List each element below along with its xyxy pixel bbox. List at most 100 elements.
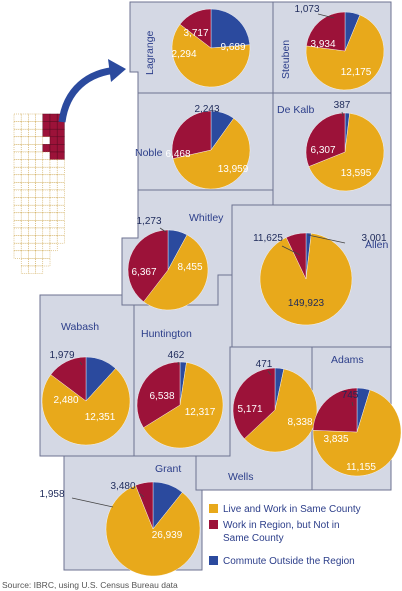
county-name-steuben: Steuben	[280, 40, 292, 79]
pie-huntington: 12,317 6,538 462	[136, 350, 224, 449]
pie-lagrange: 9,689 2,294 3,717	[171, 8, 251, 88]
value-label-same-county: 13,595	[341, 168, 372, 179]
inset-county	[13, 250, 22, 259]
value-label-same-county: 9,689	[220, 42, 245, 53]
pie-grant: 26,939 1,958 3,480	[39, 481, 201, 577]
inset-county	[35, 220, 44, 229]
inset-county	[20, 151, 29, 160]
inset-county	[20, 212, 29, 221]
label-leader-line	[267, 370, 272, 376]
inset-county	[42, 250, 51, 259]
inset-county	[13, 220, 22, 229]
pie-allen: 149,923 11,625 3,001	[253, 232, 387, 326]
inset-county	[28, 144, 36, 153]
pie-steuben: 12,175 3,934 1,073	[294, 4, 385, 91]
pie-slice-same-county	[171, 24, 251, 88]
value-label-in-region: 3,934	[310, 39, 335, 50]
inset-county	[13, 197, 22, 206]
inset-county	[49, 159, 58, 168]
inset-county	[42, 136, 51, 145]
pie-wells: 8,338 5,171 471	[232, 359, 318, 453]
inset-county	[56, 204, 65, 214]
pie-slice-in-region	[305, 112, 346, 167]
county-name-wells: Wells	[228, 471, 253, 483]
inset-county	[28, 197, 36, 206]
inset-county	[28, 182, 36, 191]
value-label-outside: 462	[168, 350, 185, 361]
inset-county	[42, 204, 51, 214]
pie-slice-same-county	[312, 389, 402, 477]
inset-region-county	[49, 144, 58, 153]
inset-county	[20, 227, 29, 236]
county-name-whitley: Whitley	[189, 212, 224, 224]
label-leader-line	[79, 361, 83, 366]
inset-county	[42, 258, 51, 267]
inset-county	[13, 113, 22, 122]
pie-slice-in-region	[232, 367, 276, 440]
inset-county	[28, 166, 36, 176]
inset-county	[28, 204, 36, 214]
source-note: Source: IBRC, using U.S. Census Bureau d…	[2, 580, 178, 590]
inset-county	[42, 174, 51, 183]
inset-county	[20, 258, 29, 267]
label-leader-line	[317, 13, 335, 19]
pie-slice-in-region	[306, 11, 346, 52]
legend: Live and Work in Same County Work in Regi…	[209, 504, 361, 567]
value-label-in-region: 6,468	[165, 149, 190, 160]
inset-county	[20, 204, 29, 214]
pie-slice-same-county	[105, 485, 201, 577]
inset-region-county	[42, 121, 51, 130]
inset-county	[49, 174, 58, 183]
inset-county	[20, 189, 29, 198]
inset-county	[20, 250, 29, 259]
inset-county	[28, 235, 36, 244]
inset-county	[20, 121, 29, 130]
legend-label: Work in Region, but Not in	[223, 520, 340, 531]
legend-item-same-county: Live and Work in Same County	[209, 504, 361, 515]
inset-county	[35, 166, 44, 176]
inset-county	[35, 136, 44, 145]
inset-county	[42, 182, 51, 191]
pie-slice-same-county	[259, 233, 353, 326]
inset-county	[42, 227, 51, 236]
pie-noble: 13,959 6,468 2,243	[165, 104, 251, 190]
inset-county	[49, 189, 58, 198]
inset-county	[28, 174, 36, 183]
legend-item-in-region: Work in Region, but Not in Same County	[209, 520, 340, 544]
pie-slice-in-region	[136, 361, 181, 428]
inset-county	[13, 227, 22, 236]
pie-whitley: 8,455 6,367 1,273	[127, 216, 209, 311]
inset-county	[42, 197, 51, 206]
inset-county	[20, 166, 29, 176]
county-name-lagrange: Lagrange	[144, 30, 156, 75]
inset-county	[35, 159, 44, 168]
inset-region-county	[42, 128, 51, 138]
value-label-same-county: 149,923	[288, 298, 325, 309]
inset-county	[56, 227, 65, 236]
value-label-outside: 471	[256, 359, 273, 370]
inset-county	[35, 242, 44, 252]
inset-county	[42, 166, 51, 176]
value-label-outside: 3,001	[361, 233, 386, 244]
value-label-same-county: 26,939	[152, 530, 183, 541]
pie-slice-same-county	[143, 362, 224, 449]
inset-county	[35, 121, 44, 130]
value-label-in-region: 3,835	[323, 434, 348, 445]
inset-county	[35, 212, 44, 221]
inset-county	[13, 151, 22, 160]
inset-county	[49, 166, 58, 176]
pie-slice-same-county	[244, 368, 318, 453]
inset-county	[20, 235, 29, 244]
inset-county	[28, 265, 36, 274]
value-label-outside: 387	[334, 100, 351, 111]
pie-dekalb: 13,595 6,307 387	[305, 100, 385, 192]
inset-county	[35, 250, 44, 259]
inset-county	[35, 182, 44, 191]
inset-county	[28, 128, 36, 138]
legend-swatch	[209, 520, 218, 529]
county-name-dekalb: De Kalb	[277, 104, 315, 116]
inset-county	[28, 113, 36, 122]
inset-region-county	[42, 113, 51, 122]
inset-county	[20, 113, 29, 122]
